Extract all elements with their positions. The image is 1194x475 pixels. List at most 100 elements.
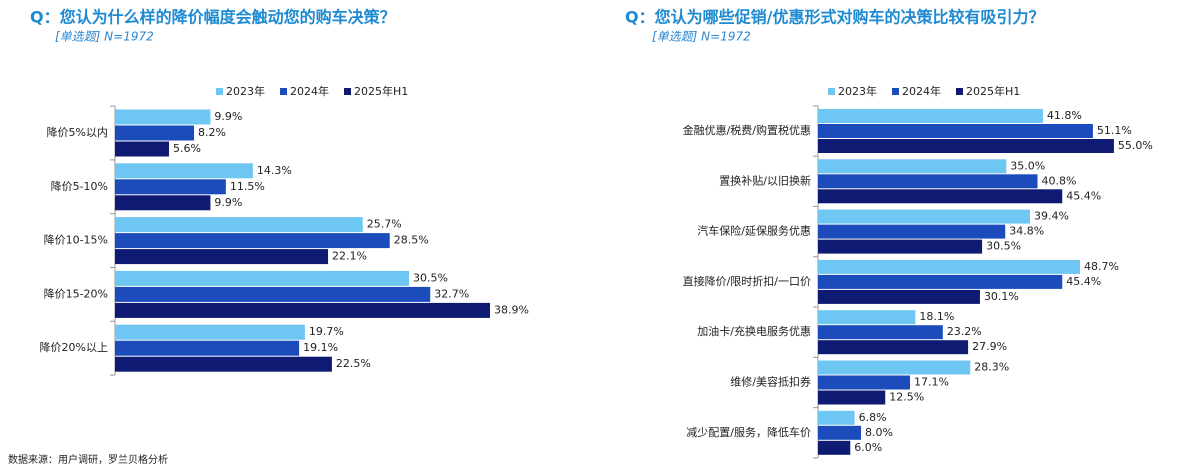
value-label: 41.8% [1047,109,1082,122]
value-label: 8.0% [865,426,893,439]
chart-title: Q：您认为哪些促销/优惠形式对购车的决策比较有吸引力？ [625,8,1044,27]
bar [818,375,910,390]
legend-label: 2023年 [838,84,877,98]
value-label: 9.9% [214,110,242,123]
category-label: 汽车保险/延保服务优惠 [697,224,811,238]
legend-swatch [956,88,963,95]
chart-subtitle: [单选题] N=1972 [652,30,751,44]
value-label: 34.8% [1009,225,1044,238]
value-label: 5.6% [173,142,201,155]
bar [115,217,363,233]
value-label: 35.0% [1010,159,1045,172]
value-label: 19.1% [303,341,338,354]
bar [818,174,1038,189]
value-label: 39.4% [1034,210,1069,223]
bar [818,224,1006,239]
category-label: 降价5-10% [51,179,108,193]
value-label: 23.2% [947,325,982,338]
bar [818,239,983,254]
legend-label: 2025年H1 [966,84,1020,98]
bar [818,325,943,340]
bar [115,324,305,340]
bar [818,310,916,325]
value-label: 17.1% [914,376,949,389]
legend-swatch [892,88,899,95]
value-label: 40.8% [1042,174,1077,187]
value-label: 55.0% [1118,139,1153,152]
bar [818,159,1007,174]
value-label: 22.5% [336,357,371,370]
legend-swatch [344,88,351,95]
category-label: 加油卡/充换电服务优惠 [697,324,811,338]
bar [115,340,300,356]
bar [115,249,329,265]
value-label: 38.9% [494,303,529,316]
value-label: 28.5% [394,234,429,247]
value-label: 18.1% [919,310,954,323]
bar [115,141,169,157]
category-label: 降价5%以内 [47,125,108,139]
value-label: 30.5% [413,271,448,284]
value-label: 12.5% [889,391,924,404]
value-label: 8.2% [198,126,226,139]
value-label: 22.1% [332,250,367,263]
bar [818,390,886,405]
legend-swatch [216,88,223,95]
value-label: 25.7% [367,218,402,231]
legend-label: 2023年 [226,84,265,98]
value-label: 11.5% [230,180,265,193]
category-label: 直接降价/限时折扣/一口价 [683,274,811,288]
bar [818,425,862,440]
category-label: 金融优惠/税费/购置税优惠 [683,123,811,137]
value-label: 48.7% [1084,260,1119,273]
bar [818,209,1030,224]
bar [818,274,1063,289]
bar [115,233,390,249]
value-label: 19.7% [309,325,344,338]
category-label: 降价20%以上 [40,340,108,354]
value-label: 6.8% [859,411,887,424]
value-label: 45.4% [1066,275,1101,288]
legend-swatch [828,88,835,95]
legend-label: 2024年 [902,84,941,98]
chart-subtitle: [单选题] N=1972 [55,30,154,44]
category-label: 降价15-20% [44,286,108,300]
chart-title: Q：您认为什么样的降价幅度会触动您的购车决策？ [30,8,396,27]
value-label: 32.7% [434,287,469,300]
bar [818,410,855,425]
bar [818,340,969,355]
bar [115,179,226,195]
bar [115,195,211,211]
value-label: 9.9% [214,196,242,209]
category-label: 维修/美容抵扣券 [730,375,811,389]
value-label: 6.0% [854,441,882,454]
legend-label: 2025年H1 [354,84,408,98]
bar [115,163,253,179]
value-label: 14.3% [257,164,292,177]
value-label: 30.1% [984,290,1019,303]
bar [115,356,332,372]
bar [818,109,1043,123]
bar [818,124,1093,138]
category-label: 置换补贴/以旧换新 [719,173,811,187]
value-label: 30.5% [986,240,1021,253]
value-label: 27.9% [972,340,1007,353]
bar [115,270,410,286]
value-label: 28.3% [974,361,1009,374]
bar [818,289,980,304]
bar [115,125,195,141]
bar [115,302,490,318]
bar [115,286,431,302]
bar [818,189,1063,204]
bar [818,259,1081,274]
bar [115,109,211,125]
value-label: 45.4% [1066,189,1101,202]
source-note: 数据来源：用户调研，罗兰贝格分析 [8,453,168,466]
bar [818,360,971,375]
bar [818,139,1114,153]
value-label: 51.1% [1097,124,1132,137]
category-label: 减少配置/服务，降低车价 [686,425,811,439]
bar [818,440,851,455]
legend-swatch [280,88,287,95]
